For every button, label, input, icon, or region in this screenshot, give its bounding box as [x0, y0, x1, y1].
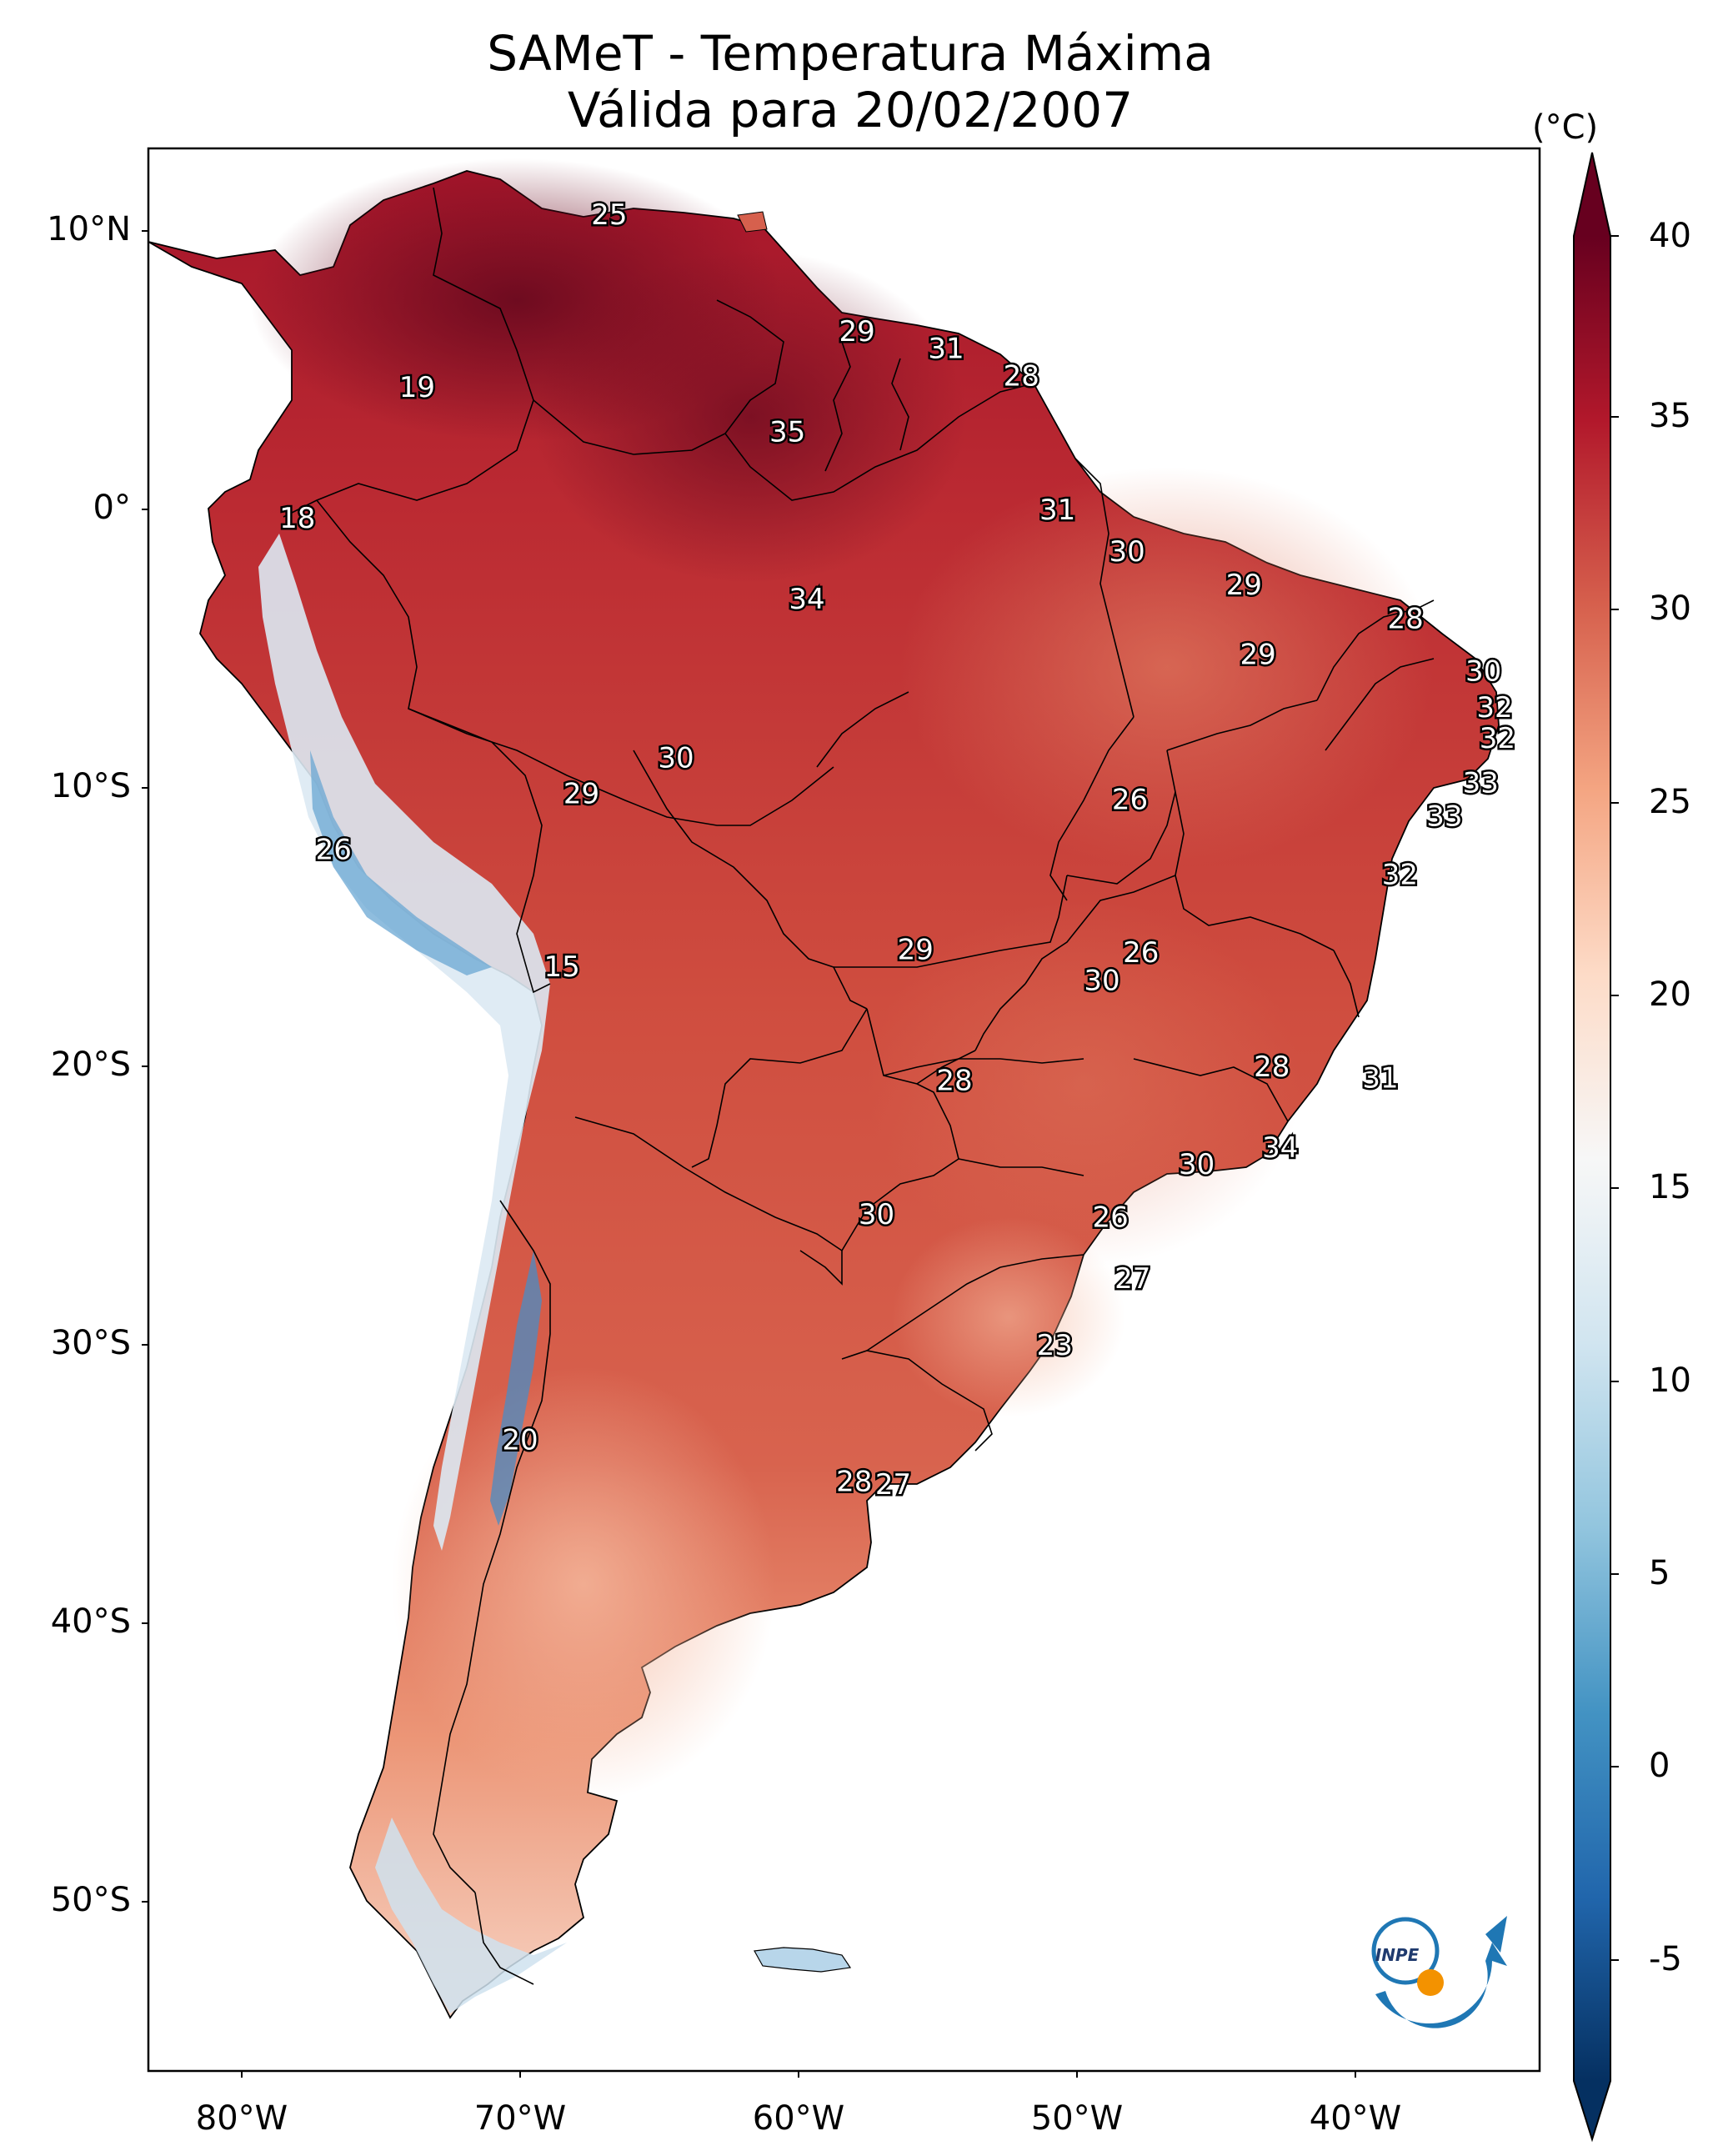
temperature-label: 32	[1382, 859, 1418, 892]
colorbar-tick-35: 35	[1649, 397, 1691, 435]
temperature-label: 30	[859, 1198, 894, 1231]
temperature-label: 27	[875, 1468, 911, 1502]
temperature-label: 15	[543, 950, 579, 984]
colorbar	[1573, 152, 1619, 2143]
temperature-label: 28	[1387, 602, 1423, 635]
inpe-logo-dot-icon	[1417, 1969, 1444, 1996]
temperature-label: 30	[1179, 1148, 1215, 1181]
warm-zone-southeast	[867, 900, 1300, 1267]
temperature-label: 28	[1004, 360, 1039, 394]
andes-cold-core	[310, 750, 492, 975]
temperature-label: 29	[839, 315, 875, 348]
colorbar-tick-5: 5	[1649, 1554, 1670, 1592]
temperature-label: 26	[1092, 1201, 1128, 1234]
temperature-label: 31	[1039, 494, 1075, 527]
lon-label-80w: 80°W	[195, 2099, 288, 2138]
patagonia-cool-band	[375, 1818, 567, 2013]
temperature-label: 35	[769, 415, 805, 449]
temperature-label: 26	[316, 833, 352, 866]
temperature-label: 26	[1112, 783, 1148, 816]
colorbar-tick-25: 25	[1649, 783, 1691, 821]
warm-zone-northeast	[900, 467, 1434, 867]
temperature-label: 19	[399, 371, 435, 404]
country-borders	[283, 187, 1435, 1985]
lat-label-20s: 20°S	[50, 1045, 131, 1084]
temperature-label: 18	[279, 502, 315, 535]
caribbean-islands	[737, 211, 768, 233]
colorbar-tick-30: 30	[1649, 589, 1691, 628]
temperature-label: 29	[898, 934, 934, 967]
temperature-label: 30	[1084, 964, 1119, 997]
temperature-label: 28	[936, 1065, 972, 1098]
colorbar-unit: (°C)	[1532, 108, 1599, 147]
lat-label-10s: 10°S	[50, 767, 131, 805]
temperature-label: 31	[1362, 1061, 1398, 1095]
map-ticks	[142, 230, 1356, 2078]
temperature-label: 30	[1109, 535, 1144, 569]
lat-label-50s: 50°S	[50, 1881, 131, 1919]
lon-label-70w: 70°W	[473, 2099, 567, 2138]
mild-zone-patagonia	[392, 1367, 775, 1801]
temperature-label: 34	[789, 583, 824, 616]
temperature-label: 23	[1037, 1329, 1073, 1362]
lat-label-10n: 10°N	[47, 210, 131, 248]
lon-label-60w: 60°W	[752, 2099, 845, 2138]
temperature-label: 28	[836, 1466, 872, 1499]
temperature-label: 29	[563, 778, 599, 811]
colorbar-tick-minus5: -5	[1649, 1940, 1682, 1978]
temperature-label: 33	[1426, 800, 1462, 833]
temperature-label: 32	[1480, 722, 1515, 755]
lon-label-40w: 40°W	[1309, 2099, 1402, 2138]
lat-label-0: 0°	[93, 489, 131, 527]
temperature-label: 31	[928, 332, 964, 365]
temperature-label: 28	[1254, 1050, 1290, 1084]
inpe-logo-text: INPE	[1375, 1945, 1420, 1965]
colorbar-tick-20: 20	[1649, 975, 1691, 1014]
colorbar-tick-0: 0	[1649, 1747, 1670, 1785]
lon-label-50w: 50°W	[1030, 2099, 1124, 2138]
colorbar-tick-40: 40	[1649, 217, 1691, 255]
colorbar-tick-15: 15	[1649, 1168, 1691, 1206]
temperature-label: 30	[1465, 655, 1501, 689]
colorbar-tick-10: 10	[1649, 1361, 1691, 1400]
temperature-label: 30	[658, 741, 694, 775]
chart-title: SAMeT - Temperatura Máxima	[487, 25, 1214, 82]
temperature-label: 29	[1226, 569, 1262, 602]
temperature-label: 20	[502, 1424, 538, 1457]
temperature-label: 34	[1262, 1131, 1298, 1165]
chart-subtitle: Válida para 20/02/2007	[567, 82, 1134, 138]
temperature-label: 32	[1476, 691, 1512, 725]
mild-zone-south-brazil	[892, 1217, 1125, 1417]
falkland-islands	[754, 1947, 852, 1973]
heat-core-amazon	[533, 250, 967, 584]
temperature-label: 25	[591, 198, 627, 232]
temperature-label: 29	[1240, 639, 1275, 672]
temperature-label: 27	[1114, 1262, 1150, 1296]
lat-label-30s: 30°S	[50, 1324, 131, 1362]
lat-label-40s: 40°S	[50, 1602, 131, 1641]
inpe-logo: INPE	[1371, 1916, 1507, 2028]
andes-cool-band	[258, 534, 550, 1551]
temperature-label: 33	[1463, 766, 1499, 800]
andes-cold-central	[490, 1251, 542, 1526]
temperature-label: 26	[1123, 936, 1159, 970]
